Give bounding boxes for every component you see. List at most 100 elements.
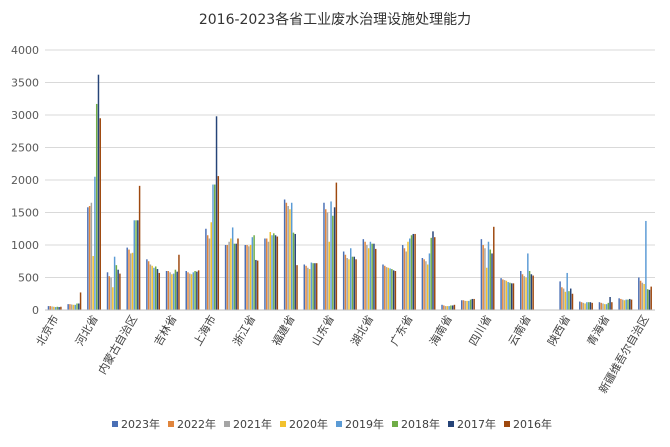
bar	[113, 256, 116, 310]
bar	[60, 306, 62, 310]
bar	[607, 302, 610, 310]
bar	[421, 258, 424, 310]
bar	[290, 202, 293, 310]
bar	[58, 307, 60, 310]
bar	[314, 263, 316, 310]
bar	[428, 253, 431, 310]
bar	[97, 74, 100, 310]
bar	[138, 185, 141, 310]
bar	[426, 264, 429, 310]
bar	[559, 281, 561, 310]
y-tick-label: 1000	[11, 239, 39, 252]
bar	[74, 304, 76, 310]
legend-swatch	[504, 421, 510, 427]
bar	[117, 269, 119, 310]
bar	[407, 241, 409, 310]
bar	[391, 269, 393, 310]
x-tick-label: 广东省	[388, 313, 416, 348]
bar	[217, 176, 220, 310]
bar	[315, 263, 318, 310]
bar	[482, 245, 484, 310]
bar	[90, 202, 93, 310]
bar	[468, 300, 470, 310]
bar	[414, 233, 416, 310]
bar	[487, 241, 490, 310]
bar	[189, 273, 191, 310]
bar	[228, 241, 230, 310]
bar	[639, 280, 642, 310]
bar	[571, 293, 574, 310]
bar	[371, 243, 373, 310]
bar	[344, 254, 347, 310]
legend: 2023年 2022年 2021年 2020年 2019年 2018年 2017年 2016年	[112, 417, 552, 431]
bar	[602, 303, 604, 310]
bar	[94, 176, 96, 310]
bar	[500, 278, 502, 310]
bar	[176, 271, 178, 310]
bar	[630, 299, 633, 310]
y-tick-label: 2500	[11, 142, 39, 155]
bar	[153, 267, 155, 310]
bar	[387, 267, 390, 310]
bar	[67, 304, 69, 310]
bar	[307, 267, 309, 310]
bar	[523, 276, 526, 310]
bar	[464, 300, 466, 310]
bar	[224, 245, 227, 310]
bar	[569, 288, 572, 310]
bar	[450, 305, 452, 310]
bar	[169, 272, 171, 310]
bar	[274, 235, 277, 310]
bar	[355, 259, 357, 310]
bar	[287, 206, 289, 310]
bar	[444, 306, 447, 310]
bar	[99, 118, 101, 310]
bar	[528, 271, 531, 310]
bar	[645, 220, 647, 310]
bar	[527, 253, 529, 310]
bar	[108, 276, 111, 310]
bar	[196, 271, 198, 310]
bar	[271, 235, 273, 310]
x-tick-label: 北京市	[33, 313, 62, 349]
bar	[641, 282, 644, 310]
bar	[323, 202, 325, 310]
bar	[255, 259, 257, 310]
bar	[215, 116, 218, 310]
legend-swatch	[168, 421, 174, 427]
bar	[568, 291, 570, 310]
x-tick-label: 内蒙古自治区	[95, 313, 140, 377]
bar	[403, 248, 406, 310]
bar	[130, 253, 132, 310]
bar	[503, 280, 506, 310]
bar	[49, 306, 51, 310]
bar	[265, 238, 268, 310]
bar	[296, 265, 298, 310]
bar	[423, 259, 425, 310]
bar	[362, 239, 365, 310]
bar	[638, 277, 640, 310]
bar	[115, 265, 118, 310]
bar	[149, 264, 152, 310]
bar	[609, 297, 611, 310]
bar	[305, 265, 307, 310]
bar	[473, 298, 475, 310]
bar	[451, 305, 454, 310]
bar	[625, 299, 627, 310]
bar	[325, 209, 327, 310]
x-tick-label: 山东省	[309, 313, 337, 348]
bar	[47, 306, 50, 310]
bar	[484, 248, 486, 310]
bar	[151, 265, 153, 310]
bar	[389, 268, 391, 310]
legend-label: 2016年	[513, 417, 552, 431]
x-tick-label: 河北省	[73, 313, 101, 348]
bar	[137, 220, 139, 310]
bar	[611, 302, 613, 310]
bar	[171, 274, 173, 310]
x-tick-label: 海南省	[426, 313, 455, 349]
bar	[54, 307, 57, 310]
bar	[579, 301, 581, 310]
legend-label: 2022年	[177, 417, 216, 431]
bar	[485, 267, 488, 310]
